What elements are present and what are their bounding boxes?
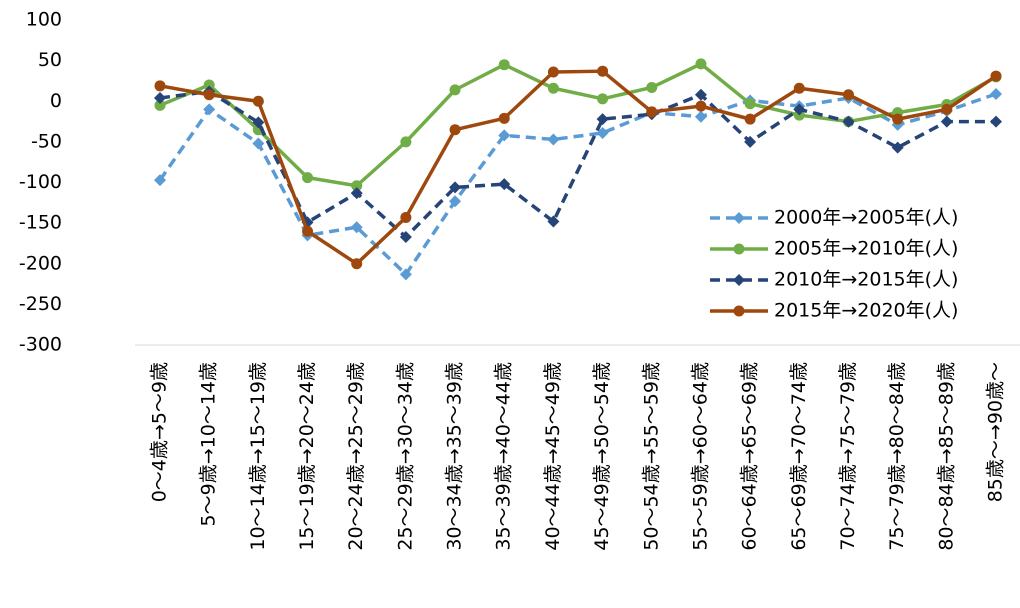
point — [498, 129, 511, 142]
point — [694, 110, 707, 123]
point — [695, 100, 707, 112]
point — [596, 113, 609, 126]
y-tick-label: -50 — [31, 130, 62, 152]
point — [744, 135, 757, 148]
x-tick-label: 55～59歳→60～64歳 — [689, 362, 711, 551]
point — [154, 92, 166, 104]
legend-label: 2015年→2020年(人) — [774, 300, 958, 322]
point — [350, 221, 363, 234]
y-tick-label: 0 — [50, 90, 62, 112]
point — [733, 274, 745, 286]
x-tick-label: 80～84歳→85～89歳 — [935, 362, 957, 551]
point — [498, 112, 510, 124]
x-tick-label: 25～29歳→30～34歳 — [394, 362, 416, 551]
legend-label: 2000年→2005年(人) — [774, 207, 958, 229]
x-tick-label: 50～54歳→55～59歳 — [640, 362, 662, 551]
point — [252, 95, 264, 107]
point — [892, 113, 904, 125]
point — [498, 59, 510, 71]
x-tick-label: 35～39歳→40～44歳 — [493, 362, 515, 551]
point — [252, 137, 265, 150]
x-tick-label: 85歳～→90歳～ — [985, 362, 1007, 502]
legend-label: 2010年→2015年(人) — [774, 269, 958, 291]
point — [990, 115, 1002, 128]
y-tick-label: -150 — [19, 212, 62, 234]
x-tick-label: 10～14歳→15～19歳 — [247, 362, 269, 551]
x-tick-label: 75～79歳→80～84歳 — [886, 362, 908, 551]
point — [351, 258, 363, 270]
point — [744, 113, 756, 125]
series-line — [158, 92, 997, 277]
x-tick-label: 70～74歳→75～79歳 — [837, 362, 859, 551]
point — [449, 195, 462, 208]
x-tick-label: 5～9歳→10～14歳 — [198, 362, 220, 526]
point — [733, 305, 745, 317]
y-tick-label: -100 — [19, 171, 62, 193]
point — [399, 230, 412, 243]
legend-label: 2005年→2010年(人) — [774, 238, 958, 260]
point — [793, 82, 805, 94]
y-tick-label: -250 — [19, 293, 62, 315]
x-tick-label: 15～19歳→20～24歳 — [296, 362, 318, 551]
point — [646, 106, 658, 118]
point — [203, 103, 216, 116]
point — [351, 180, 363, 192]
point — [498, 178, 511, 191]
point — [990, 70, 1002, 82]
point — [596, 126, 609, 139]
point — [203, 79, 215, 91]
point — [891, 141, 904, 154]
point — [597, 93, 609, 105]
point — [547, 215, 560, 228]
point — [302, 172, 314, 184]
point — [744, 98, 756, 110]
x-tick-label: 20～24歳→25～29歳 — [345, 362, 367, 551]
point — [733, 212, 745, 224]
point — [940, 115, 953, 128]
point — [350, 187, 363, 200]
x-tick-label: 65～69歳→70～74歳 — [788, 362, 810, 551]
series-line — [159, 62, 997, 188]
point — [449, 181, 462, 194]
point — [547, 133, 560, 146]
point — [449, 84, 461, 96]
y-tick-label: 50 — [38, 49, 62, 71]
point — [733, 243, 745, 255]
point — [252, 116, 265, 129]
y-tick-label: 100 — [26, 9, 62, 31]
point — [842, 89, 854, 101]
point — [154, 80, 166, 92]
point — [203, 89, 215, 101]
point — [793, 103, 806, 116]
point — [399, 268, 412, 281]
point — [941, 103, 953, 115]
point — [449, 124, 461, 136]
point — [990, 87, 1002, 100]
x-tick-label: 60～64歳→65～69歳 — [739, 362, 761, 551]
point — [646, 81, 658, 93]
point — [547, 82, 559, 94]
point — [400, 211, 412, 223]
series-line — [159, 69, 997, 266]
point — [842, 115, 855, 128]
point — [154, 99, 166, 111]
point — [154, 174, 166, 187]
y-tick-label: -300 — [19, 334, 62, 356]
point — [400, 136, 412, 148]
x-tick-label: 30～34歳→35～39歳 — [444, 362, 466, 551]
x-tick-label: 0～4歳→5～9歳 — [149, 362, 171, 502]
x-tick-label: 40～44歳→45～49歳 — [542, 362, 564, 551]
y-tick-label: -200 — [19, 252, 62, 274]
point — [547, 66, 559, 78]
point — [302, 225, 314, 237]
point — [694, 88, 707, 101]
point — [695, 58, 707, 70]
point — [597, 65, 609, 77]
x-tick-label: 45～49歳→50～54歳 — [591, 362, 613, 551]
